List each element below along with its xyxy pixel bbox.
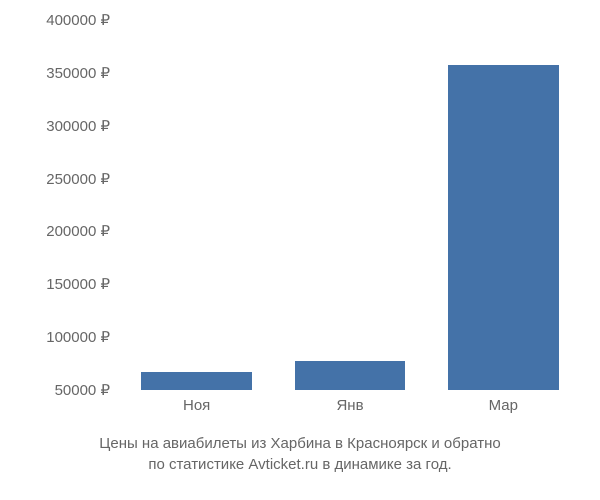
y-axis: 50000 ₽100000 ₽150000 ₽200000 ₽250000 ₽3… bbox=[20, 20, 115, 390]
x-tick-label: Мар bbox=[489, 397, 518, 414]
y-tick-label: 50000 ₽ bbox=[55, 381, 110, 399]
y-tick-label: 300000 ₽ bbox=[46, 117, 110, 135]
x-axis: Ноя Янв Мар bbox=[120, 395, 580, 420]
bar bbox=[448, 65, 558, 390]
chart-caption: Цены на авиабилеты из Харбина в Краснояр… bbox=[0, 433, 600, 475]
y-tick-label: 100000 ₽ bbox=[46, 328, 110, 346]
caption-line-2: по статистике Avticket.ru в динамике за … bbox=[0, 454, 600, 475]
y-tick-label: 400000 ₽ bbox=[46, 11, 110, 29]
chart-container: 50000 ₽ 100000 ₽ 150000 ₽ 200000 ₽ 250000 ₽ 3… bbox=[20, 10, 580, 430]
bar bbox=[295, 361, 405, 390]
x-tick-label: Ноя bbox=[183, 397, 210, 414]
y-tick-label: 150000 ₽ bbox=[46, 275, 110, 293]
y-tick-label: 250000 ₽ bbox=[46, 170, 110, 188]
plot-area bbox=[120, 20, 580, 390]
bar bbox=[141, 372, 251, 390]
y-tick-label: 200000 ₽ bbox=[46, 222, 110, 240]
x-tick-label: Янв bbox=[336, 397, 363, 414]
y-tick-label: 350000 ₽ bbox=[46, 64, 110, 82]
caption-line-1: Цены на авиабилеты из Харбина в Краснояр… bbox=[0, 433, 600, 454]
